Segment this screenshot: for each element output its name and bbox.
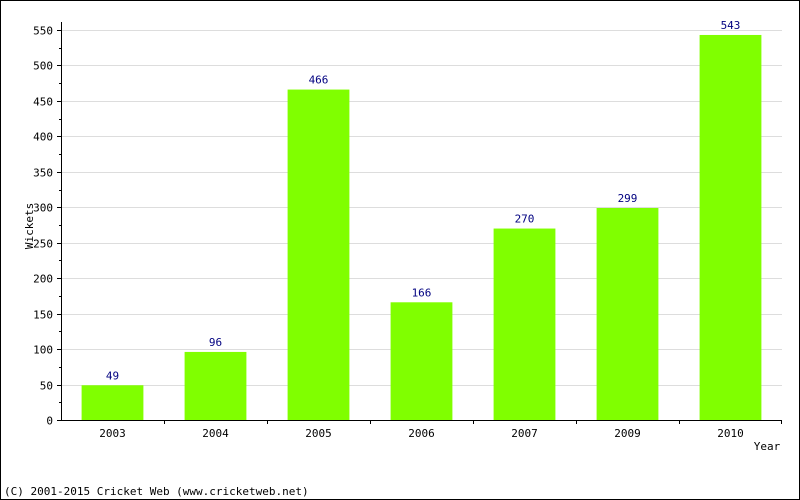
footer-copyright: (C) 2001-2015 Cricket Web (www.cricketwe… — [4, 485, 309, 498]
data-label: 270 — [515, 213, 535, 226]
bar — [699, 34, 762, 421]
y-axis-label: Wickets — [23, 203, 36, 249]
labels: 0 50 100 150 200 250 300 350 400 450 500 550 49 2003 9… — [33, 19, 744, 440]
data-label: 96 — [209, 336, 222, 349]
x-axis-label: Year — [754, 440, 781, 453]
grid-lines — [61, 30, 782, 386]
data-label: 543 — [721, 19, 741, 32]
axes — [57, 22, 782, 424]
y-tick-label: 450 — [33, 96, 53, 109]
bar — [81, 385, 144, 420]
bar — [493, 228, 556, 420]
y-tick-label: 350 — [33, 167, 53, 180]
x-tick-label: 2005 — [305, 427, 332, 440]
bars — [81, 34, 762, 421]
x-tick-label: 2009 — [614, 427, 641, 440]
y-tick-label: 0 — [46, 415, 53, 428]
y-tick-label: 500 — [33, 60, 53, 73]
bar — [287, 89, 350, 421]
bar — [184, 351, 247, 420]
y-tick-label: 50 — [40, 380, 53, 393]
y-tick-label: 200 — [33, 273, 53, 286]
y-tick-label: 300 — [33, 202, 53, 215]
data-label: 466 — [309, 74, 329, 87]
bar — [390, 302, 453, 420]
x-tick-label: 2007 — [511, 427, 538, 440]
bar — [596, 207, 659, 420]
data-label: 49 — [106, 369, 119, 382]
y-tick-label: 100 — [33, 344, 53, 357]
x-tick-label: 2003 — [99, 427, 126, 440]
x-tick-label: 2010 — [717, 427, 744, 440]
y-tick-label: 550 — [33, 25, 53, 38]
y-tick-label: 150 — [33, 309, 53, 322]
y-tick-label: 250 — [33, 238, 53, 251]
data-label: 166 — [412, 286, 432, 299]
data-label: 299 — [618, 192, 638, 205]
x-tick-label: 2006 — [408, 427, 435, 440]
y-tick-label: 400 — [33, 131, 53, 144]
x-tick-label: 2004 — [202, 427, 229, 440]
